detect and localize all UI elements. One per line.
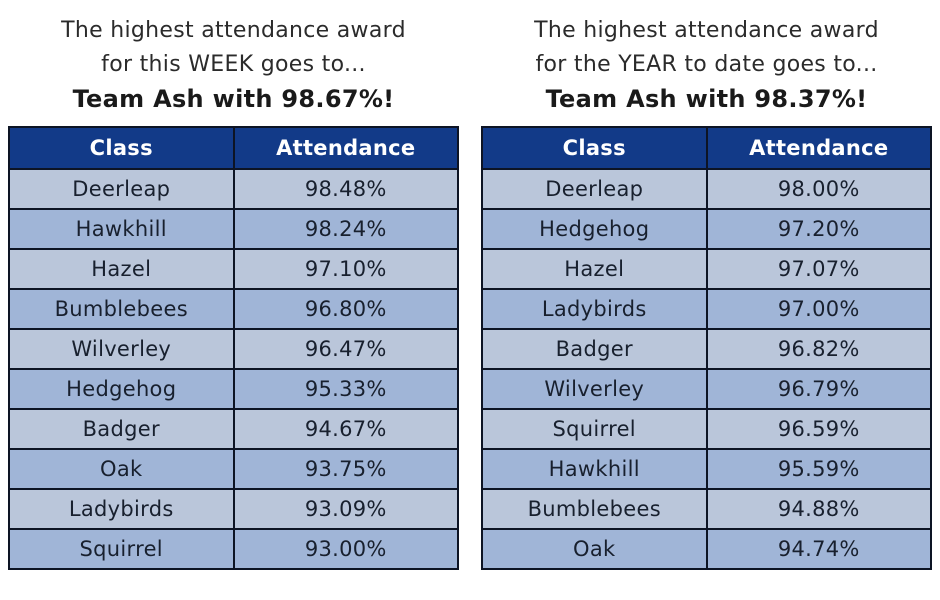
year-title-line-1: The highest attendance award — [534, 18, 879, 43]
class-cell: Wilverley — [481, 368, 708, 410]
class-cell: Hawkhill — [8, 208, 235, 250]
class-cell: Hawkhill — [481, 448, 708, 490]
table-row: Hazel 97.07% — [481, 248, 932, 290]
attendance-cell: 97.10% — [232, 248, 459, 290]
year-title-block: The highest attendance award for the YEA… — [481, 6, 932, 116]
attendance-awards-page: The highest attendance award for this WE… — [8, 6, 932, 570]
table-row: Deerleap 98.48% — [8, 168, 459, 210]
table-row: Oak 93.75% — [8, 448, 459, 490]
attendance-cell: 93.09% — [232, 488, 459, 530]
attendance-cell: 96.82% — [705, 328, 932, 370]
week-title-line-2: for this WEEK goes to... — [101, 52, 366, 77]
header-row: Class Attendance — [8, 126, 459, 170]
table-row: Hawkhill 95.59% — [481, 448, 932, 490]
year-title-line-2: for the YEAR to date goes to... — [535, 52, 878, 77]
class-cell: Squirrel — [481, 408, 708, 450]
class-cell: Oak — [8, 448, 235, 490]
attendance-cell: 93.00% — [232, 528, 459, 570]
attendance-cell: 98.48% — [232, 168, 459, 210]
attendance-cell: 95.59% — [705, 448, 932, 490]
class-cell: Ladybirds — [481, 288, 708, 330]
header-row: Class Attendance — [481, 126, 932, 170]
table-row: Bumblebees 94.88% — [481, 488, 932, 530]
table-row: Squirrel 93.00% — [8, 528, 459, 570]
attendance-cell: 96.47% — [232, 328, 459, 370]
week-title-line-1: The highest attendance award — [61, 18, 406, 43]
attendance-cell: 98.00% — [705, 168, 932, 210]
attendance-cell: 96.80% — [232, 288, 459, 330]
year-award-winner: Team Ash with 98.37%! — [545, 85, 868, 113]
class-cell: Oak — [481, 528, 708, 570]
class-cell: Badger — [481, 328, 708, 370]
attendance-cell: 97.20% — [705, 208, 932, 250]
week-table-body: Deerleap 98.48% Hawkhill 98.24% Hazel 97.10% B… — [8, 168, 459, 570]
attendance-column-header: Attendance — [705, 126, 932, 170]
week-title-block: The highest attendance award for this WE… — [8, 6, 459, 116]
class-cell: Deerleap — [481, 168, 708, 210]
table-row: Squirrel 96.59% — [481, 408, 932, 450]
class-cell: Hazel — [481, 248, 708, 290]
table-header: Class Attendance — [8, 126, 459, 170]
attendance-cell: 94.67% — [232, 408, 459, 450]
class-column-header: Class — [8, 126, 235, 170]
table-row: Wilverley 96.79% — [481, 368, 932, 410]
table-row: Bumblebees 96.80% — [8, 288, 459, 330]
class-cell: Wilverley — [8, 328, 235, 370]
attendance-cell: 94.74% — [705, 528, 932, 570]
class-cell: Bumblebees — [8, 288, 235, 330]
table-row: Badger 96.82% — [481, 328, 932, 370]
year-attendance-panel: The highest attendance award for the YEA… — [481, 6, 932, 570]
class-cell: Ladybirds — [8, 488, 235, 530]
attendance-cell: 93.75% — [232, 448, 459, 490]
class-cell: Bumblebees — [481, 488, 708, 530]
table-row: Wilverley 96.47% — [8, 328, 459, 370]
week-award-winner: Team Ash with 98.67%! — [72, 85, 395, 113]
class-cell: Hedgehog — [8, 368, 235, 410]
attendance-cell: 97.00% — [705, 288, 932, 330]
table-row: Deerleap 98.00% — [481, 168, 932, 210]
week-attendance-table: Class Attendance Deerleap 98.48% Hawkhill 9… — [8, 126, 459, 570]
table-header: Class Attendance — [481, 126, 932, 170]
class-cell: Deerleap — [8, 168, 235, 210]
attendance-cell: 94.88% — [705, 488, 932, 530]
table-row: Ladybirds 97.00% — [481, 288, 932, 330]
class-cell: Badger — [8, 408, 235, 450]
table-row: Ladybirds 93.09% — [8, 488, 459, 530]
table-row: Hazel 97.10% — [8, 248, 459, 290]
class-cell: Hazel — [8, 248, 235, 290]
attendance-cell: 96.59% — [705, 408, 932, 450]
attendance-cell: 98.24% — [232, 208, 459, 250]
table-row: Hedgehog 97.20% — [481, 208, 932, 250]
table-row: Oak 94.74% — [481, 528, 932, 570]
class-cell: Squirrel — [8, 528, 235, 570]
year-table-body: Deerleap 98.00% Hedgehog 97.20% Hazel 97.07% L… — [481, 168, 932, 570]
class-column-header: Class — [481, 126, 708, 170]
class-cell: Hedgehog — [481, 208, 708, 250]
year-attendance-table: Class Attendance Deerleap 98.00% Hedgehog 9… — [481, 126, 932, 570]
table-row: Badger 94.67% — [8, 408, 459, 450]
attendance-cell: 95.33% — [232, 368, 459, 410]
table-row: Hawkhill 98.24% — [8, 208, 459, 250]
attendance-cell: 97.07% — [705, 248, 932, 290]
table-row: Hedgehog 95.33% — [8, 368, 459, 410]
attendance-column-header: Attendance — [232, 126, 459, 170]
week-attendance-panel: The highest attendance award for this WE… — [8, 6, 459, 570]
attendance-cell: 96.79% — [705, 368, 932, 410]
